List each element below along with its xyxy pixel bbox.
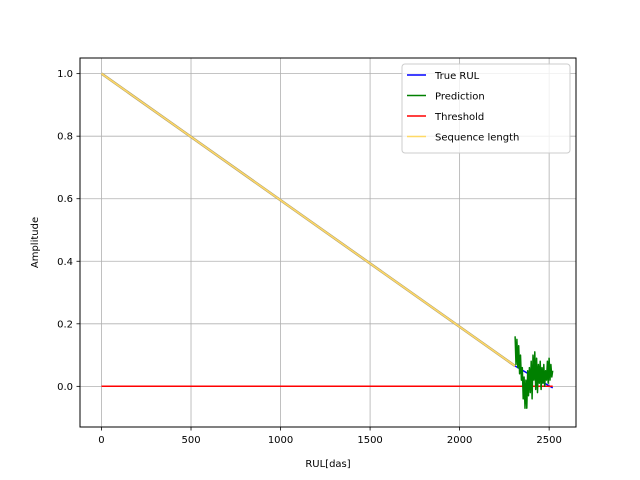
legend-label: Prediction [435, 92, 485, 103]
legend-label: Sequence length [435, 133, 519, 144]
axis-ticks: 0 500 1000 1500 2000 2500 0.0 0.2 0.4 0.6 0.8 1.0 [57, 69, 562, 446]
y-tick-label: 0.8 [57, 132, 73, 143]
y-tick-label: 1.0 [57, 69, 73, 80]
legend-box [401, 63, 571, 154]
y-tick-label: 0.6 [57, 194, 73, 205]
legend-label: Threshold [434, 112, 484, 123]
y-axis-title: Amplitude [30, 217, 41, 268]
x-tick-label: 2500 [536, 435, 561, 446]
x-axis-title: RUL[das] [305, 459, 350, 470]
plot-series [100, 72, 554, 409]
legend: True RUL Prediction Threshold Sequence leng… [401, 63, 571, 154]
series-line-sequence-length [101, 72, 516, 367]
x-tick-label: 1000 [268, 435, 293, 446]
y-tick-label: 0.4 [57, 257, 73, 268]
x-tick-label: 500 [181, 435, 200, 446]
x-tick-label: 2000 [447, 435, 472, 446]
y-tick-label: 0.0 [57, 382, 73, 393]
plot-frame [79, 57, 577, 428]
series-line-prediction [514, 336, 554, 409]
x-tick-label: 1500 [357, 435, 382, 446]
y-tick-label: 0.2 [57, 319, 73, 330]
x-tick-label: 0 [98, 435, 104, 446]
legend-label: True RUL [434, 71, 480, 82]
